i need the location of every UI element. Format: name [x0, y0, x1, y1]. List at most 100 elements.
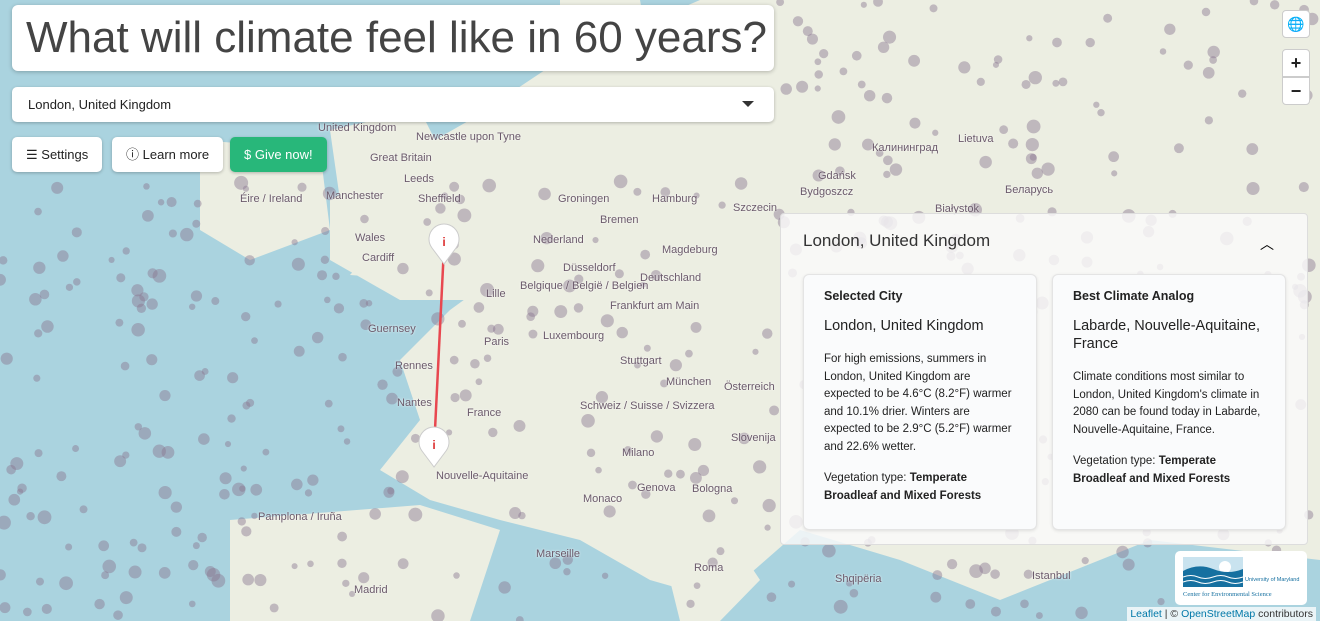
city-dot[interactable] — [227, 372, 239, 384]
city-dot[interactable] — [685, 349, 693, 358]
city-dot[interactable] — [57, 250, 69, 262]
city-dot[interactable] — [408, 507, 423, 522]
city-dot[interactable] — [769, 405, 780, 416]
city-dot[interactable] — [1025, 153, 1037, 165]
city-dot[interactable] — [814, 70, 823, 79]
city-dot[interactable] — [999, 125, 1009, 135]
city-dot[interactable] — [965, 599, 976, 609]
city-dot[interactable] — [204, 566, 216, 577]
city-dot[interactable] — [321, 226, 330, 236]
city-dot[interactable] — [131, 294, 145, 308]
city-dot[interactable] — [819, 49, 829, 59]
city-dot[interactable] — [241, 526, 252, 537]
city-dot[interactable] — [1157, 597, 1165, 606]
city-dot[interactable] — [227, 414, 236, 423]
city-dot[interactable] — [10, 457, 24, 471]
city-dot[interactable] — [979, 562, 991, 575]
city-dot[interactable] — [839, 67, 848, 76]
city-dot[interactable] — [1025, 137, 1039, 152]
city-dot[interactable] — [0, 256, 8, 265]
city-dot[interactable] — [851, 50, 862, 61]
city-dot[interactable] — [776, 0, 785, 7]
city-dot[interactable] — [291, 478, 303, 491]
globe-icon[interactable]: 🌐 — [1282, 10, 1310, 38]
city-dot[interactable] — [707, 557, 718, 568]
city-dot[interactable] — [425, 289, 433, 297]
city-dot[interactable] — [435, 203, 446, 214]
city-dot[interactable] — [1122, 558, 1135, 571]
city-dot[interactable] — [660, 379, 669, 388]
city-dot[interactable] — [515, 616, 524, 621]
city-dot[interactable] — [291, 257, 305, 271]
city-dot[interactable] — [377, 379, 388, 390]
city-dot[interactable] — [1246, 181, 1260, 196]
city-dot[interactable] — [650, 430, 664, 443]
city-dot[interactable] — [262, 448, 270, 456]
city-dot[interactable] — [369, 508, 381, 520]
city-dot[interactable] — [1093, 101, 1100, 108]
city-dot[interactable] — [812, 169, 825, 182]
city-dot[interactable] — [114, 455, 127, 468]
city-dot[interactable] — [193, 199, 202, 208]
city-dot[interactable] — [131, 323, 145, 337]
city-dot[interactable] — [324, 399, 333, 408]
city-dot[interactable] — [574, 274, 584, 284]
city-dot[interactable] — [0, 273, 6, 286]
city-dot[interactable] — [601, 572, 609, 579]
city-dot[interactable] — [161, 445, 175, 459]
city-dot[interactable] — [293, 345, 305, 357]
city-dot[interactable] — [459, 389, 472, 402]
city-dot[interactable] — [688, 438, 702, 452]
city-dot[interactable] — [34, 207, 42, 216]
city-dot[interactable] — [554, 305, 568, 318]
city-dot[interactable] — [41, 603, 52, 615]
city-dot[interactable] — [718, 201, 726, 209]
city-dot[interactable] — [65, 283, 74, 291]
city-dot[interactable] — [883, 170, 891, 179]
city-dot[interactable] — [958, 61, 971, 74]
city-dot[interactable] — [993, 55, 1003, 64]
osm-link[interactable]: OpenStreetMap — [1181, 608, 1256, 620]
city-dot[interactable] — [349, 590, 356, 597]
city-dot[interactable] — [449, 181, 460, 192]
city-dot[interactable] — [600, 314, 614, 328]
city-dot[interactable] — [1035, 612, 1043, 620]
city-dot[interactable] — [337, 558, 347, 568]
city-dot[interactable] — [194, 370, 205, 381]
city-dot[interactable] — [246, 398, 255, 407]
city-dot[interactable] — [1029, 153, 1037, 161]
city-dot[interactable] — [94, 598, 105, 610]
city-dot[interactable] — [71, 227, 82, 238]
city-dot[interactable] — [17, 483, 27, 493]
city-dot[interactable] — [115, 318, 124, 327]
city-dot[interactable] — [251, 512, 258, 520]
city-dot[interactable] — [475, 378, 483, 386]
zoom-in-button[interactable]: + — [1282, 49, 1310, 77]
city-dot[interactable] — [237, 517, 246, 526]
city-dot[interactable] — [431, 609, 445, 621]
city-dot[interactable] — [1031, 167, 1043, 179]
city-dot[interactable] — [806, 33, 818, 45]
city-dot[interactable] — [269, 603, 279, 613]
city-dot[interactable] — [324, 296, 331, 304]
city-dot[interactable] — [909, 117, 921, 129]
city-dot[interactable] — [159, 389, 171, 402]
city-dot[interactable] — [932, 129, 939, 136]
city-dot[interactable] — [219, 489, 230, 500]
city-dot[interactable] — [470, 358, 480, 369]
city-dot[interactable] — [102, 559, 117, 574]
city-dot[interactable] — [473, 302, 485, 313]
city-dot[interactable] — [1111, 170, 1118, 177]
city-dot[interactable] — [342, 579, 350, 587]
city-dot[interactable] — [753, 460, 767, 474]
city-dot[interactable] — [1020, 599, 1029, 609]
city-dot[interactable] — [1026, 35, 1033, 42]
city-dot[interactable] — [1201, 7, 1211, 17]
city-dot[interactable] — [802, 26, 813, 37]
city-dot[interactable] — [730, 497, 739, 505]
city-dot[interactable] — [0, 569, 6, 581]
city-dot[interactable] — [232, 482, 246, 497]
city-dot[interactable] — [39, 289, 50, 300]
city-dot[interactable] — [34, 329, 43, 338]
zoom-out-button[interactable]: − — [1282, 77, 1310, 105]
